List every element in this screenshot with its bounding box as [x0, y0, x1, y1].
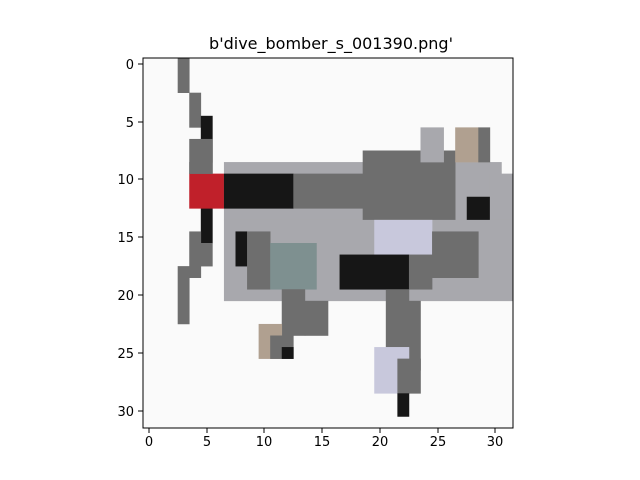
pixel-image — [143, 58, 514, 428]
y-tick-label-15: 15 — [117, 231, 134, 246]
x-tick-10: 10 — [256, 428, 273, 450]
y-axis: 0 5 10 15 20 25 30 — [117, 58, 143, 420]
x-tick-30: 30 — [487, 428, 504, 450]
y-tick-10: 10 — [117, 173, 143, 188]
x-tick-15: 15 — [314, 428, 331, 450]
x-tick-label-20: 20 — [372, 435, 389, 450]
y-tick-5: 5 — [126, 116, 143, 131]
y-tick-15: 15 — [117, 231, 143, 246]
x-axis: 0 5 10 15 20 25 30 — [145, 428, 503, 450]
figure-title: b'dive_bomber_s_001390.png' — [209, 34, 453, 54]
y-tick-20: 20 — [117, 289, 143, 304]
y-tick-label-5: 5 — [126, 116, 134, 131]
x-tick-20: 20 — [372, 428, 389, 450]
x-tick-label-25: 25 — [430, 435, 447, 450]
x-tick-label-10: 10 — [256, 435, 273, 450]
x-tick-label-0: 0 — [145, 435, 153, 450]
y-tick-label-25: 25 — [117, 347, 134, 362]
x-tick-5: 5 — [203, 428, 211, 450]
y-tick-label-30: 30 — [117, 405, 134, 420]
y-tick-30: 30 — [117, 405, 143, 420]
y-tick-label-10: 10 — [117, 173, 134, 188]
axes-frame — [142, 57, 514, 429]
x-tick-label-15: 15 — [314, 435, 331, 450]
x-tick-label-5: 5 — [203, 435, 211, 450]
y-tick-25: 25 — [117, 347, 143, 362]
x-tick-label-30: 30 — [487, 435, 504, 450]
y-tick-0: 0 — [126, 58, 143, 73]
y-tick-label-0: 0 — [126, 58, 134, 73]
x-tick-25: 25 — [430, 428, 447, 450]
x-tick-0: 0 — [145, 428, 153, 450]
y-tick-label-20: 20 — [117, 289, 134, 304]
pixel-layer — [177, 58, 514, 417]
